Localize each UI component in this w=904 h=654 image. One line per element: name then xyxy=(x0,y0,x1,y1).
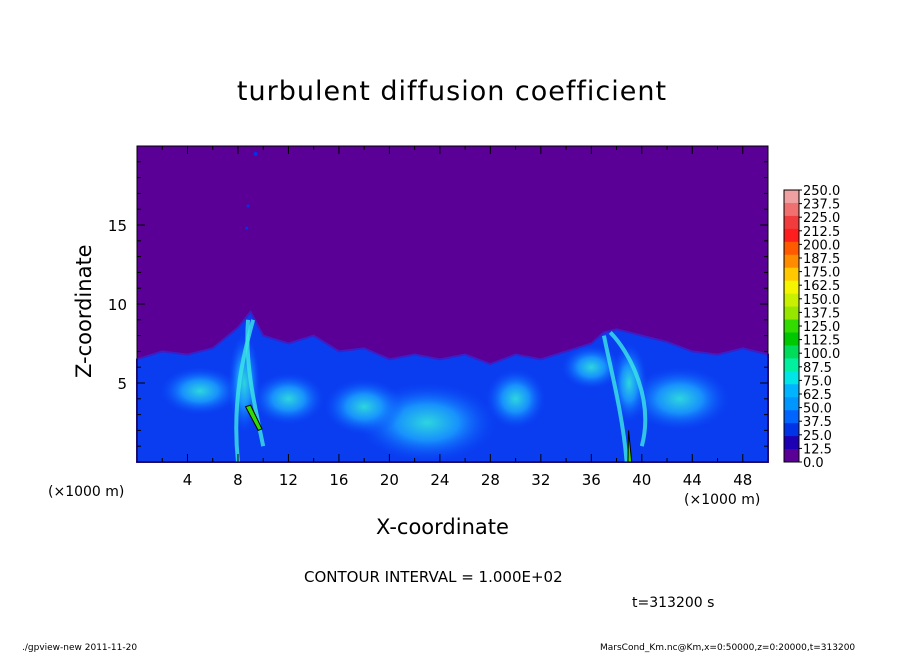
turbulence-swirl xyxy=(160,366,241,415)
colorbar-swatch xyxy=(784,358,799,372)
speck xyxy=(246,204,250,208)
colorbar-swatch xyxy=(784,267,799,282)
chart-title: turbulent diffusion coefficient xyxy=(236,76,668,107)
colorbar-swatch xyxy=(784,423,799,437)
colorbar-swatch xyxy=(784,202,799,217)
colorbar-label: 150.0 xyxy=(803,293,840,308)
colorbar-label: 112.5 xyxy=(803,334,840,349)
colorbar-swatch xyxy=(784,228,799,243)
colorbar-swatch xyxy=(784,215,799,230)
colorbar-swatch xyxy=(784,190,799,204)
x-tick-label: 4 xyxy=(183,471,193,489)
colorbar-label: 162.5 xyxy=(803,279,840,294)
colorbar-label: 37.5 xyxy=(803,415,832,430)
plume-streak xyxy=(608,331,648,447)
x-tick-label: 40 xyxy=(632,471,651,489)
colorbar-label: 125.0 xyxy=(803,320,840,335)
colorbar-label: 250.0 xyxy=(803,184,840,199)
x-tick-label: 28 xyxy=(481,471,500,489)
colorbar-label: 200.0 xyxy=(803,238,840,253)
turbulence-swirl xyxy=(324,378,405,435)
colorbar-swatch xyxy=(784,371,799,385)
colorbar-label: 62.5 xyxy=(803,388,832,403)
colorbar-swatch xyxy=(784,241,799,256)
y-axis-label: Z-coordinate xyxy=(72,244,96,378)
speck xyxy=(253,151,258,156)
y-tick-label: 15 xyxy=(108,217,127,235)
colorbar-swatch xyxy=(784,306,799,321)
colorbar-label: 100.0 xyxy=(803,347,840,362)
x-tick-label: 16 xyxy=(329,471,348,489)
colorbar-swatch xyxy=(784,254,799,269)
x-tick-label: 44 xyxy=(683,471,702,489)
time-label: t=313200 s xyxy=(632,595,715,611)
colorbar-swatch xyxy=(784,436,799,450)
x-unit-label-right: (×1000 m) xyxy=(684,492,761,508)
plume-streak xyxy=(245,319,266,447)
x-tick-label: 8 xyxy=(233,471,243,489)
x-tick-label: 32 xyxy=(531,471,550,489)
contour-patch xyxy=(244,404,263,432)
colorbar-swatch xyxy=(784,332,799,346)
colorbar-label: 212.5 xyxy=(803,225,840,240)
colorbar-label: 225.0 xyxy=(803,211,840,226)
colorbar-label: 75.0 xyxy=(803,374,832,389)
colorbar-swatch xyxy=(784,410,799,424)
turbulence-swirl xyxy=(629,366,730,431)
footer-right: MarsCond_Km.nc@Km,x=0:50000,z=0:20000,t=… xyxy=(600,643,856,653)
y-tick-label: 10 xyxy=(108,296,127,314)
colorbar-swatch xyxy=(784,319,799,333)
x-tick-label: 36 xyxy=(582,471,601,489)
colorbar-swatch xyxy=(784,345,799,359)
colorbar-swatch xyxy=(784,397,799,411)
colorbar-swatch xyxy=(784,449,799,463)
turbulence-swirl xyxy=(485,368,546,429)
colorbar-swatch xyxy=(784,280,799,295)
colorbar-label: 175.0 xyxy=(803,266,840,281)
contour-interval-text: CONTOUR INTERVAL = 1.000E+02 xyxy=(304,568,563,586)
colorbar-label: 25.0 xyxy=(803,429,832,444)
colorbar-label: 237.5 xyxy=(803,198,840,213)
colorbar-label: 87.5 xyxy=(803,361,832,376)
colorbar-label: 12.5 xyxy=(803,442,832,457)
x-tick-label: 20 xyxy=(380,471,399,489)
turbulence-swirl xyxy=(252,372,325,425)
footer-left: ./gpview-new 2011-11-20 xyxy=(22,643,138,653)
colorbar-label: 0.0 xyxy=(803,456,824,471)
y-tick-label: 5 xyxy=(117,375,127,393)
colorbar-swatch xyxy=(784,293,799,308)
x-tick-label: 48 xyxy=(733,471,752,489)
x-tick-label: 12 xyxy=(279,471,298,489)
plume-streak xyxy=(234,319,256,463)
colorbar-label: 137.5 xyxy=(803,306,840,321)
colorbar-swatch xyxy=(784,384,799,398)
x-unit-label-left: (×1000 m) xyxy=(48,484,125,500)
colorbar-label: 50.0 xyxy=(803,402,832,417)
x-tick-label: 24 xyxy=(430,471,449,489)
x-axis-label: X-coordinate xyxy=(376,515,509,539)
plume-streak xyxy=(601,335,629,463)
colorbar-label: 187.5 xyxy=(803,252,840,267)
speck xyxy=(245,226,249,230)
